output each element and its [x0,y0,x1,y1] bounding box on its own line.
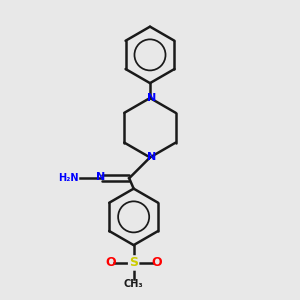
Text: H₂N: H₂N [58,173,79,183]
Text: N: N [147,93,156,103]
Text: N: N [147,152,156,162]
Text: O: O [151,256,162,269]
Text: O: O [106,256,116,269]
Text: CH₃: CH₃ [124,279,143,289]
Text: N: N [96,172,106,182]
Text: S: S [129,256,138,269]
